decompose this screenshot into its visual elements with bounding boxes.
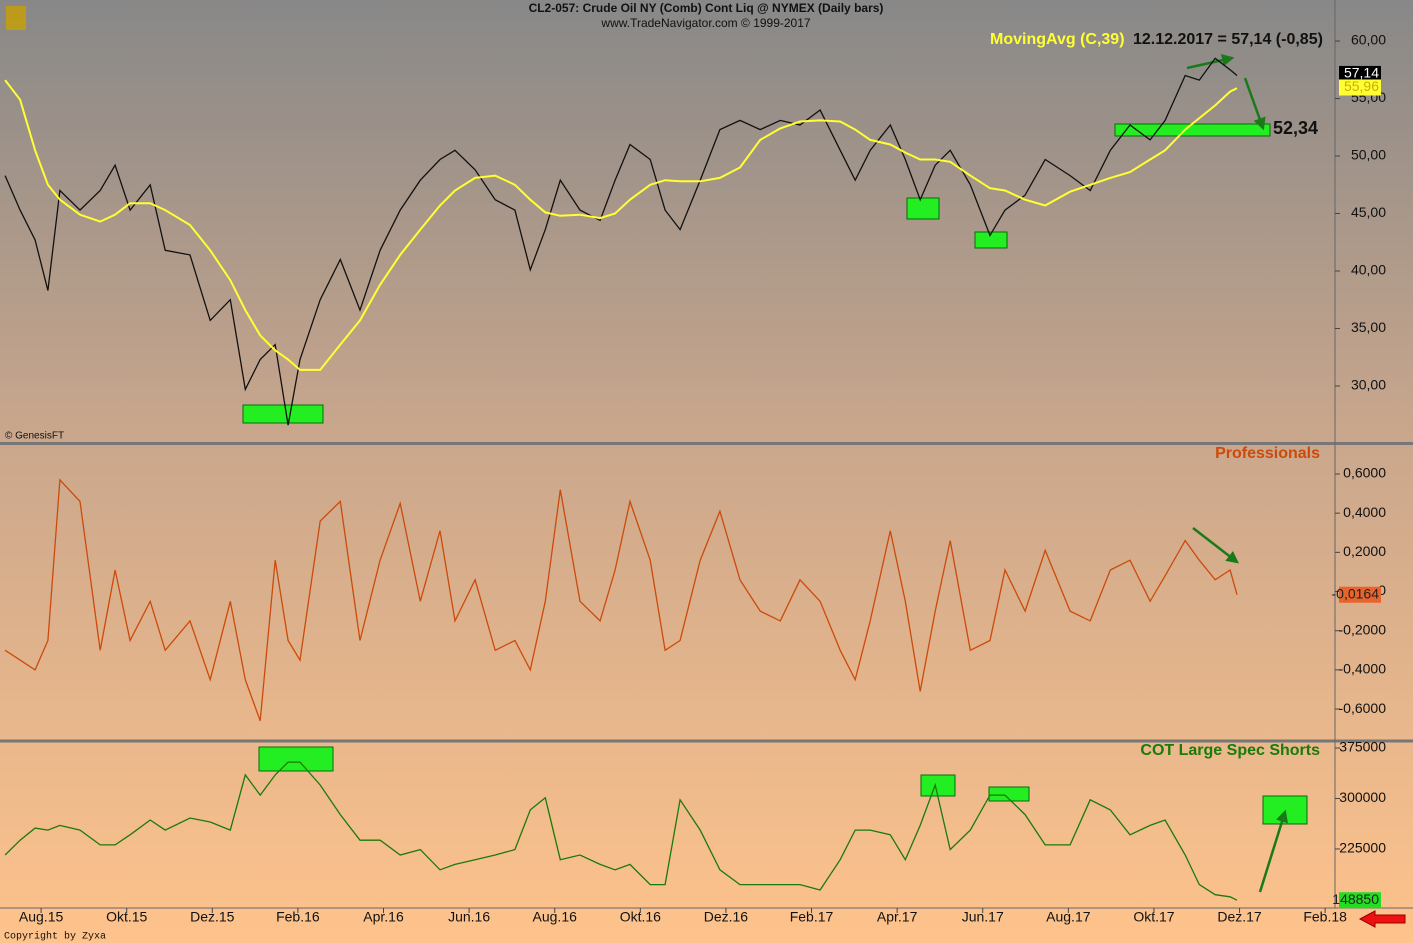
legend-label: MovingAvg (C,39) bbox=[990, 31, 1125, 48]
x-tick-label: Aug.16 bbox=[533, 909, 578, 925]
y-tick-label: 50,00 bbox=[1351, 147, 1386, 163]
series-line bbox=[4, 478, 1238, 722]
series-line bbox=[4, 57, 1238, 426]
value-box bbox=[1339, 586, 1381, 603]
y-tick-label: -0,2000 bbox=[1339, 621, 1387, 637]
x-tick-label: Aug.17 bbox=[1046, 909, 1091, 925]
header-subtitle: www.TradeNavigator.com © 1999-2017 bbox=[600, 16, 810, 30]
x-tick-label: Okt.17 bbox=[1133, 909, 1174, 925]
y-tick-label: 0,2000 bbox=[1343, 543, 1386, 559]
x-tick-label: Okt.15 bbox=[106, 909, 147, 925]
x-tick-label: Okt.16 bbox=[620, 909, 661, 925]
x-tick-label: Dez.17 bbox=[1217, 909, 1262, 925]
x-tick-label: Jun.16 bbox=[448, 909, 490, 925]
x-tick-label: Dez.15 bbox=[190, 909, 235, 925]
x-tick-label: Feb.17 bbox=[790, 909, 834, 925]
y-tick-label: 60,00 bbox=[1351, 32, 1386, 48]
series-line bbox=[4, 79, 1238, 371]
value-box bbox=[1339, 892, 1381, 909]
header-title: CL2-057: Crude Oil NY (Comb) Cont Liq @ … bbox=[529, 1, 884, 15]
y-tick-label: 35,00 bbox=[1351, 319, 1386, 335]
y-tick-label: 375000 bbox=[1339, 739, 1386, 755]
value-box bbox=[1339, 79, 1381, 96]
last-value-label: 55,96 bbox=[1344, 78, 1379, 94]
y-tick-label: 30,00 bbox=[1351, 377, 1386, 393]
level-label: 52,34 bbox=[1273, 118, 1318, 138]
highlights bbox=[242, 54, 1406, 928]
x-tick-label: Feb.16 bbox=[276, 909, 320, 925]
y-tick-label: 0,4000 bbox=[1343, 504, 1386, 520]
x-tick-label: Apr.17 bbox=[877, 909, 918, 925]
x-tick-label: Dez.16 bbox=[704, 909, 749, 925]
y-tick-label: 0,6000 bbox=[1343, 465, 1386, 481]
y-tick-label: -0,6000 bbox=[1339, 700, 1387, 716]
y-tick-label: -0,4000 bbox=[1339, 661, 1387, 677]
logo bbox=[6, 6, 26, 30]
panel-title: Professionals bbox=[1215, 445, 1320, 462]
last-value-label: 148850 bbox=[1332, 891, 1379, 907]
panel-title: COT Large Spec Shorts bbox=[1140, 742, 1320, 759]
value-box bbox=[1339, 65, 1381, 82]
quote: 12.12.2017 = 57,14 (-0,85) bbox=[1133, 31, 1323, 48]
last-value-label: -0,0164 bbox=[1332, 585, 1380, 601]
y-tick-label: 0 bbox=[1378, 582, 1386, 598]
y-tick-label: 300000 bbox=[1339, 789, 1386, 805]
x-tick-label: Feb.18 bbox=[1303, 909, 1347, 925]
series-line bbox=[4, 761, 1238, 901]
y-tick-label: 45,00 bbox=[1351, 204, 1386, 220]
source: © GenesisFT bbox=[5, 431, 64, 442]
last-value-label: 57,14 bbox=[1344, 65, 1379, 81]
y-tick-label: 225000 bbox=[1339, 840, 1386, 856]
x-tick-label: Apr.16 bbox=[363, 909, 404, 925]
footer: Copyright by Zyxa bbox=[4, 931, 106, 943]
x-tick-label: Aug.15 bbox=[19, 909, 64, 925]
y-tick-label: 40,00 bbox=[1351, 262, 1386, 278]
x-tick-label: Jun.17 bbox=[962, 909, 1004, 925]
